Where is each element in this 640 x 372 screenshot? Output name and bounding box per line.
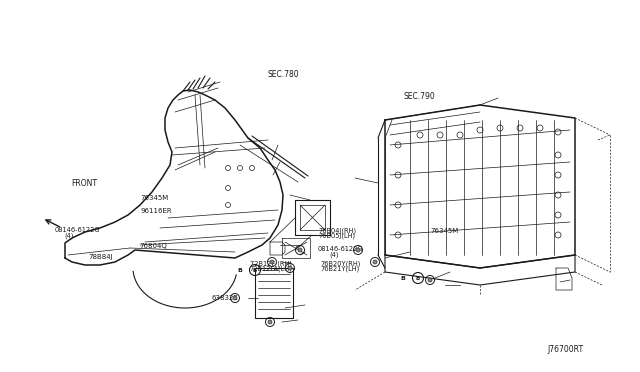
Circle shape: [356, 248, 360, 252]
Text: J76700RT: J76700RT: [547, 345, 583, 354]
Text: B: B: [401, 276, 405, 280]
Circle shape: [288, 266, 292, 270]
Text: 76B20Y(RH): 76B20Y(RH): [320, 260, 360, 267]
Text: 78B84J: 78B84J: [88, 254, 113, 260]
Text: B: B: [253, 267, 257, 273]
Text: 76B21Y(LH): 76B21Y(LH): [320, 266, 359, 272]
Text: FRONT: FRONT: [72, 179, 98, 187]
Circle shape: [428, 278, 432, 282]
Circle shape: [298, 248, 302, 252]
Text: 96116ER: 96116ER: [141, 208, 172, 214]
Circle shape: [373, 260, 377, 264]
Text: SEC.790: SEC.790: [403, 92, 435, 101]
Circle shape: [270, 260, 274, 264]
Text: 08146-6122G: 08146-6122G: [54, 227, 100, 233]
Text: B: B: [416, 276, 420, 280]
Text: 76345M: 76345M: [141, 195, 169, 201]
Circle shape: [233, 296, 237, 300]
Text: (4): (4): [64, 233, 74, 240]
Text: 08146-6122G: 08146-6122G: [318, 246, 364, 252]
Text: 63832E: 63832E: [211, 295, 238, 301]
Text: 72B12F (RH): 72B12F (RH): [250, 260, 292, 267]
Text: 72B12FA(LH): 72B12FA(LH): [250, 266, 292, 272]
Text: 76804Q: 76804Q: [140, 243, 167, 248]
Text: (4): (4): [330, 252, 339, 259]
Text: 76345M: 76345M: [431, 228, 459, 234]
Text: 76B04J(RH): 76B04J(RH): [319, 227, 357, 234]
Text: 76B05J(LH): 76B05J(LH): [319, 232, 356, 239]
Text: B: B: [237, 267, 243, 273]
Text: SEC.780: SEC.780: [268, 70, 299, 79]
Circle shape: [268, 320, 272, 324]
